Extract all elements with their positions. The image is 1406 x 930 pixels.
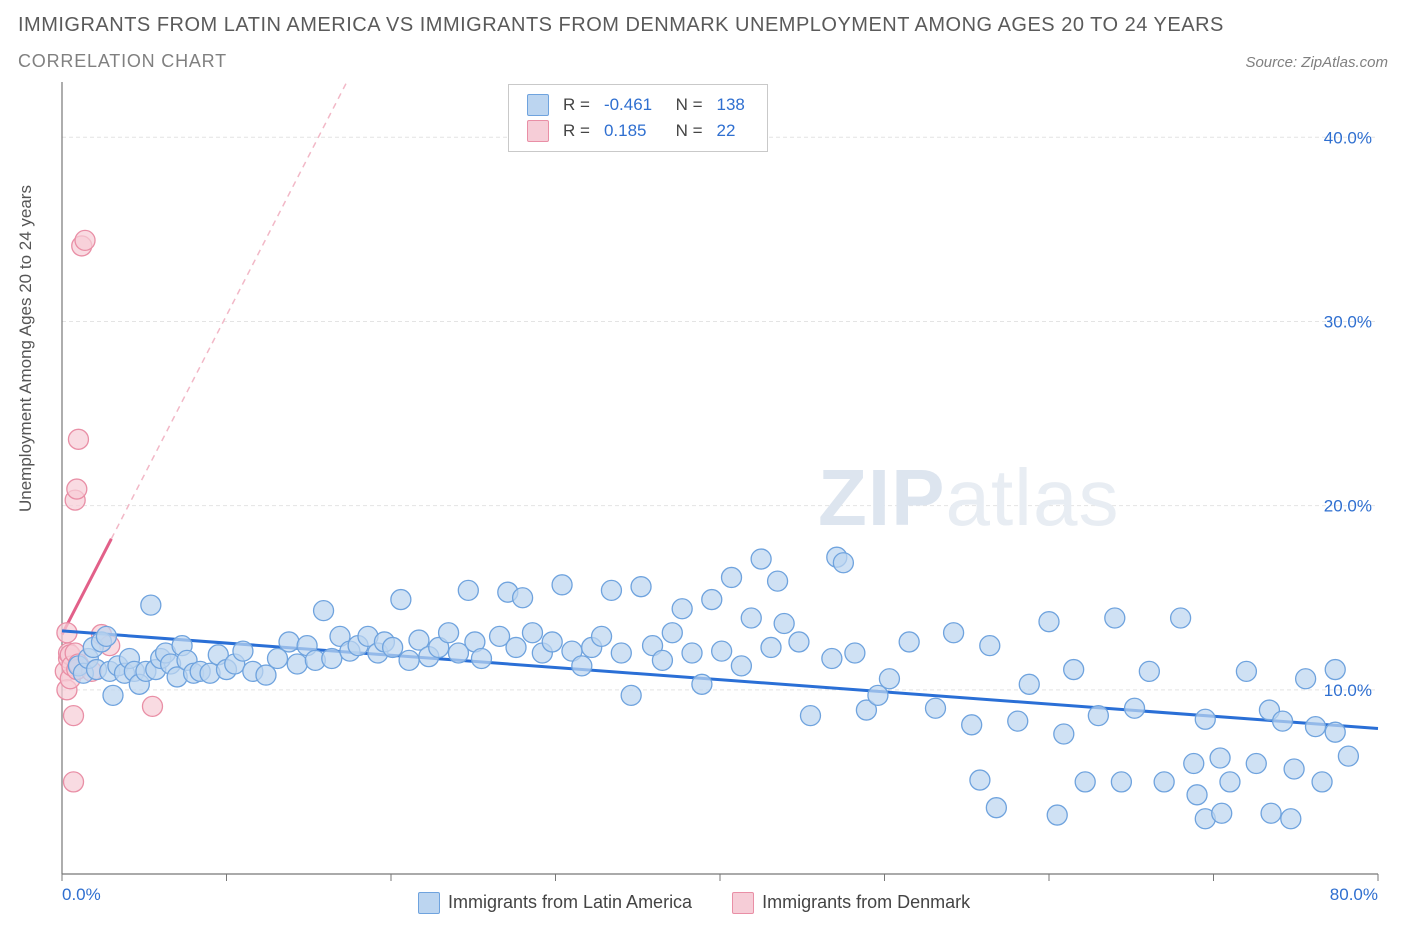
n-value-0: 138 [711,93,751,117]
svg-text:30.0%: 30.0% [1324,312,1372,331]
n-label: N = [660,93,708,117]
series-swatch-0 [527,94,549,116]
legend-swatch-0 [418,892,440,914]
series-swatch-1 [527,120,549,142]
chart-title: IMMIGRANTS FROM LATIN AMERICA VS IMMIGRA… [18,14,1388,37]
legend-item-1: Immigrants from Denmark [732,892,970,914]
svg-text:80.0%: 80.0% [1330,885,1378,904]
r-label: R = [557,119,596,143]
correlation-row-0: R = -0.461 N = 138 [521,93,751,117]
svg-text:0.0%: 0.0% [62,885,101,904]
chart-header: IMMIGRANTS FROM LATIN AMERICA VS IMMIGRA… [0,0,1406,76]
correlation-row-1: R = 0.185 N = 22 [521,119,751,143]
n-value-1: 22 [711,119,751,143]
svg-text:10.0%: 10.0% [1324,681,1372,700]
scatter-plot-svg: 0.0% 80.0% 10.0% 20.0% 30.0% 40.0% [18,82,1388,922]
correlation-table: R = -0.461 N = 138 R = 0.185 N = 22 [519,91,753,145]
svg-text:40.0%: 40.0% [1324,128,1372,147]
r-value-1: 0.185 [598,119,658,143]
legend-label-1: Immigrants from Denmark [762,892,970,912]
legend-swatch-1 [732,892,754,914]
subtitle-row: CORRELATION CHART Source: ZipAtlas.com [18,51,1388,72]
chart-subtitle: CORRELATION CHART [18,51,227,72]
legend-label-0: Immigrants from Latin America [448,892,692,912]
legend-item-0: Immigrants from Latin America [418,892,692,914]
n-label: N = [660,119,708,143]
r-label: R = [557,93,596,117]
chart-area: Unemployment Among Ages 20 to 24 years 0… [18,82,1388,922]
y-axis-title: Unemployment Among Ages 20 to 24 years [16,185,36,512]
correlation-legend: R = -0.461 N = 138 R = 0.185 N = 22 [508,84,768,152]
source-attribution: Source: ZipAtlas.com [1245,54,1388,71]
r-value-0: -0.461 [598,93,658,117]
svg-text:20.0%: 20.0% [1324,497,1372,516]
series-legend: Immigrants from Latin America Immigrants… [418,892,970,914]
